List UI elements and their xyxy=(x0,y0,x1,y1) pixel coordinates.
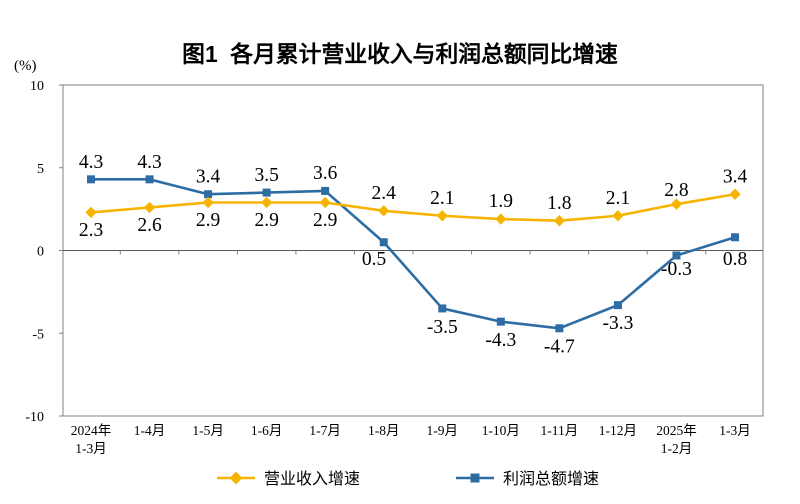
svg-text:利润总额增速: 利润总额增速 xyxy=(503,470,599,488)
svg-text:3.4: 3.4 xyxy=(196,167,221,188)
svg-text:-4.3: -4.3 xyxy=(485,330,516,351)
svg-text:1-6月: 1-6月 xyxy=(251,423,283,438)
svg-text:-10: -10 xyxy=(25,410,44,425)
svg-text:-0.3: -0.3 xyxy=(661,259,692,280)
svg-text:-3.3: -3.3 xyxy=(602,313,633,334)
svg-text:1-10月: 1-10月 xyxy=(482,423,520,438)
svg-text:-5: -5 xyxy=(32,327,44,342)
svg-text:3.6: 3.6 xyxy=(313,163,338,184)
svg-text:1.9: 1.9 xyxy=(489,191,513,212)
svg-text:10: 10 xyxy=(30,79,44,94)
svg-text:2024年: 2024年 xyxy=(71,423,112,438)
svg-text:1-8月: 1-8月 xyxy=(368,423,400,438)
svg-text:3.5: 3.5 xyxy=(254,165,278,186)
svg-text:2.1: 2.1 xyxy=(606,188,630,209)
svg-text:0: 0 xyxy=(37,245,44,260)
svg-text:5: 5 xyxy=(37,162,44,177)
svg-text:3.4: 3.4 xyxy=(723,167,748,188)
svg-text:2.6: 2.6 xyxy=(137,215,162,236)
svg-text:1-7月: 1-7月 xyxy=(309,423,341,438)
svg-text:0.8: 0.8 xyxy=(723,249,747,270)
svg-text:营业收入增速: 营业收入增速 xyxy=(264,470,360,488)
svg-text:1-5月: 1-5月 xyxy=(192,423,224,438)
svg-text:1-9月: 1-9月 xyxy=(427,423,459,438)
svg-text:1-12月: 1-12月 xyxy=(599,423,637,438)
svg-text:2.9: 2.9 xyxy=(254,210,278,231)
svg-text:1-11月: 1-11月 xyxy=(540,423,578,438)
svg-text:-4.7: -4.7 xyxy=(544,337,575,358)
svg-text:0.5: 0.5 xyxy=(362,249,386,270)
svg-text:1-3月: 1-3月 xyxy=(719,423,751,438)
svg-text:1-4月: 1-4月 xyxy=(134,423,166,438)
svg-text:4.3: 4.3 xyxy=(79,152,103,173)
svg-text:2025年: 2025年 xyxy=(656,423,697,438)
svg-text:2.4: 2.4 xyxy=(372,183,397,204)
svg-text:2.9: 2.9 xyxy=(196,210,220,231)
svg-text:2.3: 2.3 xyxy=(79,220,103,241)
svg-text:1.8: 1.8 xyxy=(547,193,571,214)
svg-text:2.9: 2.9 xyxy=(313,210,337,231)
svg-text:1-2月: 1-2月 xyxy=(661,441,693,456)
svg-text:4.3: 4.3 xyxy=(137,152,161,173)
svg-text:2.8: 2.8 xyxy=(664,180,688,201)
svg-text:2.1: 2.1 xyxy=(430,188,454,209)
svg-text:-3.5: -3.5 xyxy=(427,317,458,338)
svg-text:1-3月: 1-3月 xyxy=(75,441,107,456)
